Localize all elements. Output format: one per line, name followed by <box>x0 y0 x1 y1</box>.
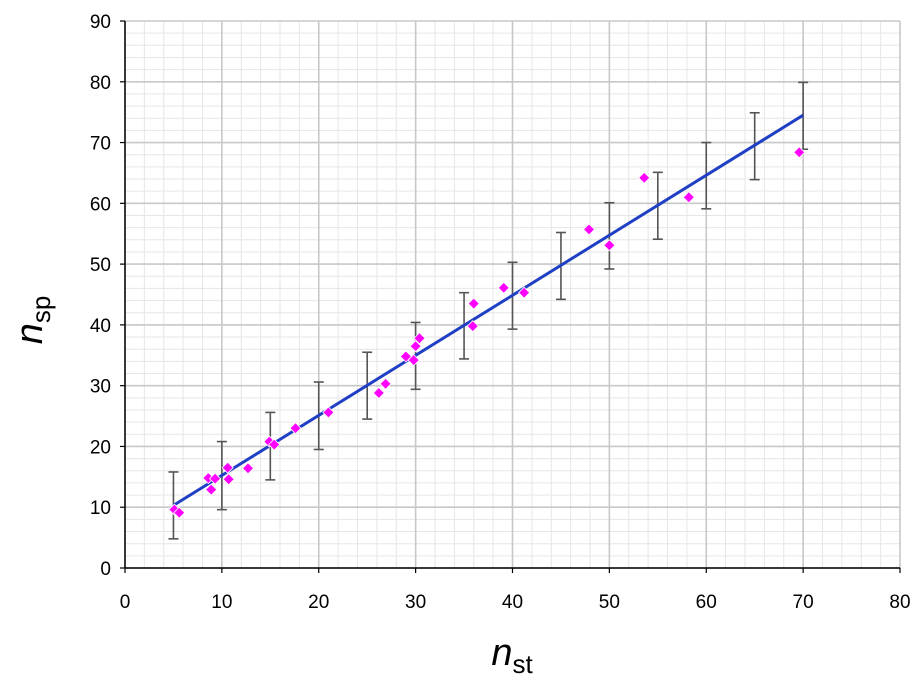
y-tick-labels: 0 10 20 30 40 50 60 70 80 90 <box>90 12 111 580</box>
axes <box>120 20 901 573</box>
x-tick-label: 70 <box>793 592 814 613</box>
data-point <box>793 146 806 159</box>
data-point <box>518 286 531 299</box>
x-tick-label: 80 <box>889 592 910 613</box>
data-point <box>205 483 218 496</box>
data-point <box>379 377 392 390</box>
data-point <box>322 406 335 419</box>
data-point <box>603 239 616 252</box>
data-point <box>268 438 281 451</box>
data-point <box>413 332 426 345</box>
data-point <box>221 461 234 474</box>
data-point <box>222 473 235 486</box>
x-tick-label: 50 <box>599 592 620 613</box>
x-tick-label: 10 <box>211 592 232 613</box>
y-tick-label: 70 <box>90 134 111 155</box>
data-point <box>372 386 385 400</box>
data-point <box>497 281 510 294</box>
y-axis-title-main: n <box>9 323 51 344</box>
data-points <box>168 146 806 519</box>
y-axis-title: nsp <box>9 296 56 345</box>
fit-line-group <box>172 113 804 507</box>
data-point <box>289 422 302 435</box>
data-point <box>173 506 186 519</box>
data-point <box>467 297 480 310</box>
data-point <box>466 320 479 333</box>
y-tick-label: 60 <box>90 194 111 215</box>
x-tick-label: 30 <box>405 592 426 613</box>
y-tick-label: 10 <box>90 498 111 519</box>
x-tick-label: 60 <box>696 592 717 613</box>
y-axis-title-sub: sp <box>26 296 56 323</box>
x-axis-title-sub: st <box>512 649 533 677</box>
x-tick-label: 40 <box>502 592 523 613</box>
data-point <box>638 171 651 184</box>
data-point <box>209 472 222 485</box>
y-tick-label: 80 <box>90 73 111 94</box>
y-tick-label: 30 <box>90 377 111 398</box>
data-point <box>409 340 422 353</box>
data-point <box>407 354 420 367</box>
x-tick-labels: 0 10 20 30 40 50 60 70 80 <box>120 592 911 613</box>
y-tick-label: 20 <box>90 437 111 458</box>
data-point <box>582 223 596 236</box>
y-tick-label: 50 <box>90 255 111 276</box>
data-point <box>241 462 255 475</box>
y-tick-label: 0 <box>100 559 111 580</box>
y-tick-label: 40 <box>90 316 111 337</box>
x-tick-label: 0 <box>120 592 131 613</box>
y-tick-label: 90 <box>90 12 111 33</box>
x-axis-title: nst <box>491 632 533 677</box>
fit-line <box>172 113 804 507</box>
x-axis-title-main: n <box>491 632 512 674</box>
data-point <box>682 191 695 204</box>
x-tick-label: 20 <box>308 592 329 613</box>
